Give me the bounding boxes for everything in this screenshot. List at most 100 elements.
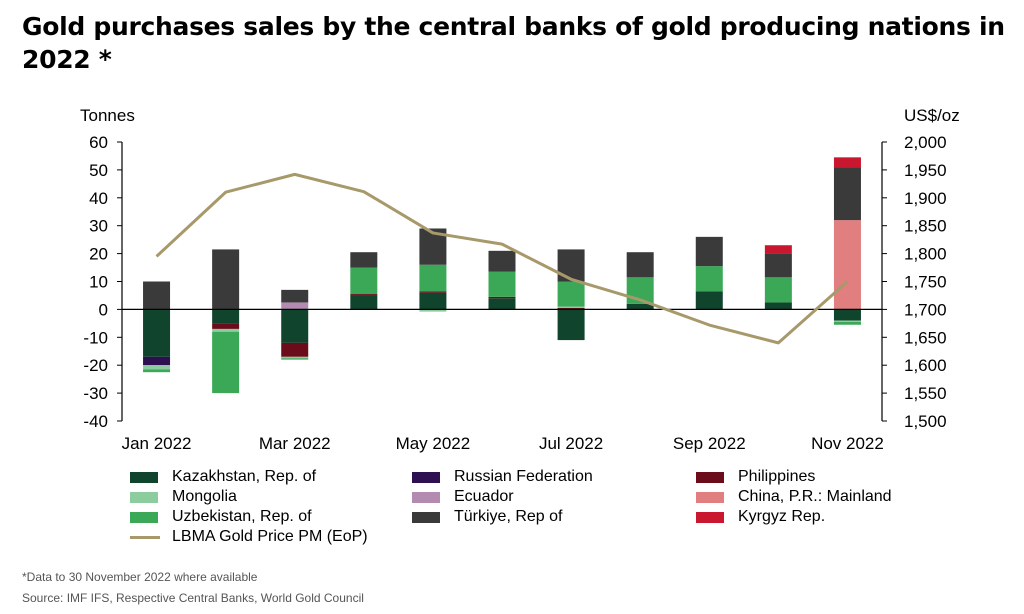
y-tick-label: 30 [89, 217, 108, 236]
source-note: Source: IMF IFS, Respective Central Bank… [22, 591, 364, 605]
y-tick-label: 60 [89, 133, 108, 152]
bar-segment [212, 249, 240, 310]
bar-segment [143, 281, 171, 310]
bar-segment [143, 369, 171, 373]
bar-segment [281, 289, 309, 303]
y-tick-label: -40 [83, 412, 108, 431]
y2-tick-label: 1,850 [904, 217, 947, 236]
legend-swatch [412, 491, 440, 503]
y-tick-label: -10 [83, 328, 108, 347]
bar-segment [212, 309, 240, 324]
legend-label: Ecuador [454, 488, 514, 505]
legend-swatch [130, 491, 158, 503]
bar-segment [833, 157, 861, 168]
legend-swatch [412, 511, 440, 523]
bar-segment [695, 236, 723, 267]
x-tick-label: May 2022 [396, 434, 471, 453]
y-tick-label: 0 [99, 300, 108, 319]
legend-item-turkiye: Türkiye, Rep of [412, 507, 562, 527]
legend-item-kyrgyz: Kyrgyz Rep. [696, 507, 825, 527]
bar-segment [281, 309, 309, 343]
y-tick-label: 20 [89, 245, 108, 264]
y-tick-label: -20 [83, 356, 108, 375]
y-tick-label: 40 [89, 189, 108, 208]
bar-segment [419, 309, 447, 312]
legend-swatch [130, 511, 158, 523]
bar-segment [764, 277, 792, 303]
x-tick-label: Jul 2022 [539, 434, 603, 453]
legend-item-mongolia: Mongolia [130, 487, 237, 507]
legend-item-ecuador: Ecuador [412, 487, 514, 507]
y2-tick-label: 1,800 [904, 245, 947, 264]
bar-segment [764, 245, 792, 254]
x-tick-label: Mar 2022 [259, 434, 331, 453]
bar-segment [695, 291, 723, 310]
bar-segment [557, 249, 585, 282]
bar-segment [488, 271, 516, 297]
y2-tick-label: 1,650 [904, 328, 947, 347]
legend-label: Kazakhstan, Rep. of [172, 468, 317, 485]
legend-swatch [412, 471, 440, 483]
y2-axis-label: US$/oz [904, 106, 960, 125]
bar-segment [833, 309, 861, 321]
bar-segment [764, 253, 792, 278]
bar-segment [350, 295, 378, 310]
bar-segment [764, 302, 792, 310]
chart-title: Gold purchases sales by the central bank… [22, 12, 1005, 74]
bar-segment [695, 266, 723, 292]
legend-label: Türkiye, Rep of [454, 508, 563, 525]
y2-tick-label: 1,950 [904, 161, 947, 180]
y2-tick-label: 1,600 [904, 356, 947, 375]
bar-segment [281, 358, 309, 360]
bar-segment [143, 365, 171, 370]
legend-item-china: China, P.R.: Mainland [696, 487, 892, 507]
y2-tick-label: 2,000 [904, 133, 947, 152]
legend-line-swatch [130, 535, 160, 539]
bar-segment [212, 328, 240, 332]
legend-swatch [696, 491, 724, 503]
bar-segment [143, 309, 171, 357]
y-axis-label: Tonnes [80, 106, 135, 125]
gold-price-line [155, 172, 849, 345]
x-tick-label: Jan 2022 [122, 434, 192, 453]
bar-segment [419, 292, 447, 310]
legend-item-uzbekistan: Uzbekistan, Rep. of [130, 507, 312, 527]
bar-segment [350, 294, 378, 296]
bar-segment [350, 267, 378, 295]
y-tick-label: 10 [89, 273, 108, 292]
bar-segment [557, 309, 585, 341]
y2-tick-label: 1,700 [904, 300, 947, 319]
bar-segment [626, 303, 654, 310]
bar-segment [833, 167, 861, 221]
bar-segment [488, 296, 516, 299]
y2-tick-label: 1,900 [904, 189, 947, 208]
legend-label: Uzbekistan, Rep. of [172, 508, 312, 525]
legend-label: Philippines [738, 468, 816, 485]
bar-segment [281, 302, 309, 310]
bar-segment [833, 320, 861, 322]
bar-segment [557, 308, 585, 310]
bar-segment [419, 291, 447, 293]
bar-segment [212, 331, 240, 394]
y-tick-label: -30 [83, 384, 108, 403]
bar-segment [488, 250, 516, 272]
bar-segment [212, 323, 240, 329]
legend-label: Russian Federation [454, 468, 593, 485]
y-tick-label: 50 [89, 161, 108, 180]
x-tick-label: Nov 2022 [811, 434, 884, 453]
legend-item-russia: Russian Federation [412, 467, 593, 487]
legend-label: Kyrgyz Rep. [738, 508, 826, 525]
legend-swatch [130, 471, 158, 483]
bar-segment [557, 306, 585, 309]
legend-label: Mongolia [172, 488, 237, 505]
bar-segment [833, 321, 861, 325]
x-tick-label: Sep 2022 [673, 434, 746, 453]
legend-item-kazakhstan: Kazakhstan, Rep. of [130, 467, 316, 487]
bar-segment [488, 298, 516, 310]
legend-swatch [696, 511, 724, 523]
legend-swatch [696, 471, 724, 483]
bar-segment [143, 356, 171, 366]
footnote: *Data to 30 November 2022 where availabl… [22, 570, 258, 584]
legend-label: China, P.R.: Mainland [738, 488, 892, 505]
